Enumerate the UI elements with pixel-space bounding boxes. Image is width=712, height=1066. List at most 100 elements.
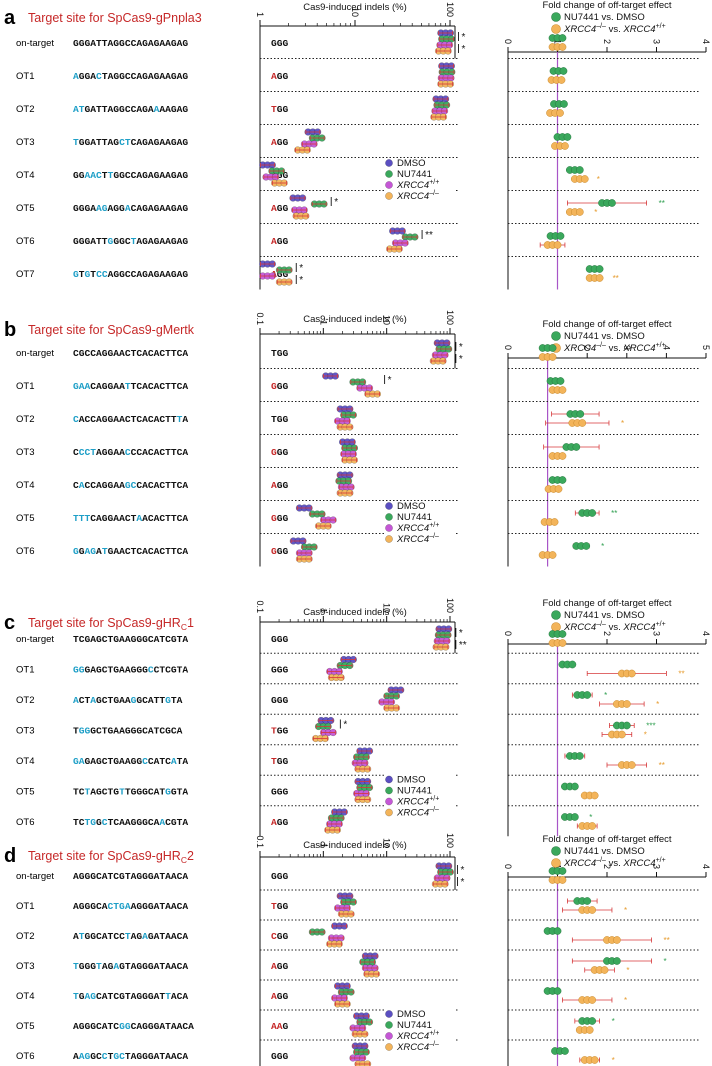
mismatch-base: A — [171, 756, 177, 767]
target-sequence: TCTGGCTCAAGGGCAACGTA — [73, 817, 188, 828]
fold-green-point — [571, 813, 579, 821]
matched-bases: AG — [102, 961, 114, 972]
row-ot1: OT1 GGGAGCTGAAGGGCCTCGTA GGG ** — [16, 655, 700, 685]
matched-bases: GCATT — [136, 695, 165, 706]
fold-orange-significance: * — [656, 700, 659, 709]
gene-name: XRCC4 — [396, 1031, 429, 1042]
matched-bases: CAGAGAAGAG — [131, 137, 189, 148]
matched-bases: CAGGAA — [90, 381, 125, 392]
panel-d: d Target site for SpCas9-gHRC2Cas9-induce… — [4, 833, 711, 1066]
legend-backdrop — [384, 1020, 454, 1031]
fold-tick-label: 3 — [652, 39, 662, 44]
target-sequence: GGGAAGAGGACAGAGAAGAG — [73, 203, 188, 214]
indel-tick-label: 1 — [318, 608, 328, 613]
row-ot1: OT1 AGGGCACTGAAGGGATAACA TGG * — [16, 892, 700, 921]
matched-bases: GATAACA — [148, 931, 189, 942]
pam-sequence: GGG — [271, 447, 289, 458]
mismatch-base: C — [73, 414, 79, 425]
gene-name: XRCC4 — [563, 622, 596, 633]
indel-tick-label: 10 — [382, 315, 392, 325]
fold-legend-orange-label: XRCC4–/– vs. XRCC4+/+ — [563, 23, 666, 35]
row-name: OT4 — [16, 756, 34, 767]
pam-sequence: AGG — [271, 961, 289, 972]
pam-sequence: GGG — [271, 546, 289, 557]
mismatch-base: C — [125, 447, 131, 458]
panel-b: b Target site for SpCas9-gMertk Cas9-induc… — [4, 310, 711, 567]
panel-label: a — [4, 7, 16, 29]
pam-base: GG — [277, 961, 289, 972]
pam-base: GG — [277, 381, 289, 392]
fold-orange-significance: * — [597, 175, 600, 184]
fold-orange-significance: ** — [613, 274, 619, 283]
row-name: OT2 — [16, 695, 34, 706]
indel-tick-label: 0.1 — [255, 835, 265, 848]
target-sequence: GGGATTAGGCCAGAGAAGAG — [73, 38, 188, 49]
panel-title-text: Target site for SpCas9-gMertk — [28, 323, 195, 337]
fold-green-significance: *** — [646, 722, 655, 731]
pam-sequence: GGG — [271, 787, 289, 798]
matched-bases: AGCTG — [90, 787, 119, 798]
row-name: OT4 — [16, 170, 34, 181]
pam-mismatch-base: C — [271, 931, 277, 942]
matched-bases: TA — [171, 695, 183, 706]
fold-green-point — [576, 410, 585, 418]
mismatch-base: GG — [79, 726, 91, 737]
target-sequence: GAACAGGAATTCACACTTCA — [73, 381, 188, 392]
pam-mismatch-base: A — [271, 71, 277, 82]
matched-bases: AGGGATAACA — [131, 901, 189, 912]
legend-backdrop — [384, 796, 454, 808]
significance-star: * — [462, 32, 466, 43]
fold-tick-label: 5 — [701, 345, 711, 350]
legend-text: DMSO — [397, 501, 426, 512]
indel-axis-title: Cas9-induced indels (%) — [303, 607, 407, 618]
panel-title-text: Target site for SpCas9-gHR — [28, 849, 181, 863]
row-ot3: OT3 CCCTAGGAACCCACACTTCA GGG — [16, 438, 700, 468]
pam-base: GG — [277, 901, 289, 912]
fold-orange-point — [558, 43, 567, 51]
legend-text: NU7441 — [397, 169, 432, 180]
legend-marker — [385, 502, 393, 510]
matched-bases: TGGGCAT — [125, 787, 166, 798]
fold-green-point — [558, 867, 567, 875]
legend-marker — [385, 1032, 393, 1040]
legend-label: NU7441 — [397, 169, 432, 180]
pam-mismatch-base: T — [271, 726, 277, 737]
target-sequence: AGGACTAGGCCAGAGAAGAG — [73, 71, 188, 82]
matched-bases: GGATTAG — [79, 137, 120, 148]
fold-orange-point — [588, 906, 597, 914]
indel-tick-label: 0.1 — [255, 312, 265, 325]
fold-green-point — [582, 542, 591, 550]
fold-legend-green-marker — [551, 846, 561, 856]
fold-legend-green-label: NU7441 vs. DMSO — [564, 610, 645, 621]
legend-backdrop — [384, 191, 454, 202]
legend-text: NU7441 — [397, 786, 432, 797]
matched-bases: T — [79, 269, 85, 280]
fold-tick-label: 0 — [503, 39, 513, 44]
fold-tick-label: 2 — [602, 39, 612, 44]
panel-title: Target site for SpCas9-gPnpla3 — [28, 11, 202, 25]
legend-backdrop — [384, 1009, 454, 1020]
row-on-target: on-target GGGATTAGGCCAGAGAAGAG GGG ** — [16, 29, 700, 59]
fold-orange-point — [623, 700, 631, 708]
matched-bases: GCTGAA — [96, 695, 131, 706]
fold-orange-point — [600, 966, 609, 974]
legend-label: DMSO — [397, 158, 426, 169]
mismatch-base: CT — [119, 137, 131, 148]
pam-base: GG — [277, 480, 289, 491]
row-on-target: on-target TCGAGCTGAAGGGCATCGTA GGG *** — [16, 625, 700, 654]
pam-mismatch-base: A — [271, 817, 277, 828]
superscript: –/– — [596, 23, 606, 30]
mismatch-base: G — [165, 787, 171, 798]
mismatch-base: T — [177, 414, 183, 425]
fold-tick-label: 2 — [602, 864, 612, 869]
mismatch-base: G — [165, 695, 171, 706]
mismatch-base: CC — [96, 269, 108, 280]
mismatch-base: AG — [96, 203, 108, 214]
significance-star: * — [459, 354, 463, 365]
matched-bases: AAGAG — [159, 104, 188, 115]
fold-green-point — [558, 34, 567, 42]
mismatch-base: CCT — [79, 447, 97, 458]
matched-bases: CCAGGAA — [85, 480, 126, 491]
indel-tick-label: 10 — [350, 7, 360, 17]
